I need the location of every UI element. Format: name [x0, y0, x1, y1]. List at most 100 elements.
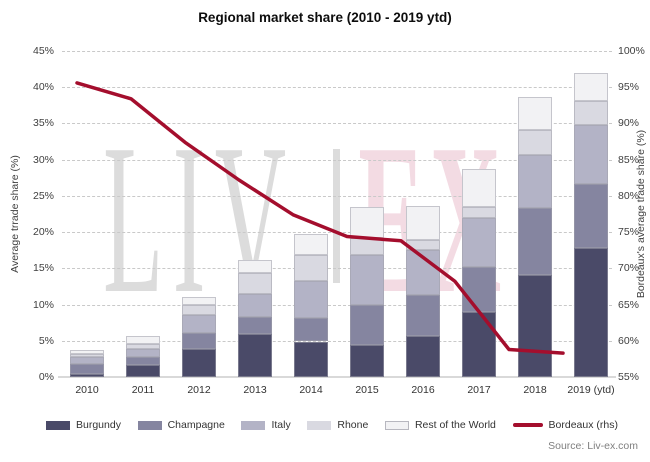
bar-segment-rhone: [406, 240, 440, 251]
legend-label: Bordeaux (rhs): [548, 419, 618, 431]
bar-segment-italy: [70, 357, 104, 364]
legend-swatch: [46, 420, 70, 430]
bar-segment-rest-of-the-world: [462, 169, 496, 207]
gridline: [62, 87, 612, 89]
legend-label: Champagne: [167, 419, 225, 431]
bar-segment-champagne: [574, 183, 608, 249]
bar-segment-italy: [574, 124, 608, 184]
gridline: [62, 51, 612, 52]
bar-segment-rest-of-the-world: [70, 350, 104, 354]
watermark-separator: [333, 149, 340, 283]
legend-label: Burgundy: [76, 419, 121, 431]
bar-segment-champagne: [182, 332, 216, 349]
bar-segment-italy: [518, 154, 552, 209]
bar-segment-italy: [238, 293, 272, 317]
bar-segment-rest-of-the-world: [182, 297, 216, 306]
legend-item-bordeaux: Bordeaux (rhs): [512, 419, 618, 431]
bar-segment-burgundy: [518, 274, 552, 377]
bar-segment-rest-of-the-world: [406, 206, 440, 241]
right-axis-tick-label: 80%: [618, 189, 640, 202]
right-axis-tick-label: 75%: [618, 226, 640, 239]
x-axis-tick-label: 2015: [355, 384, 379, 396]
right-axis-tick-label: 55%: [618, 371, 640, 383]
bar-segment-rhone: [70, 353, 104, 358]
right-axis-tick-label: 85%: [618, 153, 640, 166]
legend-item-rhone: Rhone: [307, 419, 368, 431]
left-axis-tick-label: 30%: [32, 153, 54, 166]
right-axis-title: Bordeaux's average trade share (%): [635, 129, 647, 299]
bar-segment-rhone: [126, 343, 160, 350]
legend-item-champagne: Champagne: [137, 419, 225, 431]
bar-segment-italy: [462, 218, 496, 267]
right-axis-tick-label: 60%: [618, 334, 640, 347]
right-axis-tick-label: 70%: [618, 262, 640, 275]
legend-swatch: [384, 420, 409, 430]
bar-segment-champagne: [294, 318, 328, 342]
bar-segment-italy: [182, 315, 216, 333]
source-note: Source: Liv-ex.com: [548, 440, 638, 452]
right-axis-tick-label: 90%: [618, 117, 640, 130]
legend-label: Rest of the World: [414, 419, 496, 431]
x-axis-tick-label: 2014: [299, 384, 323, 396]
bar-segment-rest-of-the-world: [574, 72, 608, 101]
legend-line-swatch: [512, 423, 543, 427]
x-axis-tick-label: 2012: [187, 384, 211, 396]
bar-segment-rhone: [574, 100, 608, 125]
bar-segment-burgundy: [182, 348, 216, 377]
legend-label: Italy: [271, 419, 291, 431]
legend-item-rest-of-the-world: Rest of the World: [384, 419, 496, 431]
left-axis-title: Average trrade share (%): [9, 155, 21, 273]
right-axis-tick-label: 100%: [618, 45, 645, 57]
x-axis-tick-label: 2016: [411, 384, 435, 396]
x-axis-tick-label: 2018: [523, 384, 547, 396]
bar-segment-burgundy: [70, 374, 104, 377]
legend-item-italy: Italy: [241, 419, 291, 431]
bar-segment-rhone: [518, 129, 552, 155]
bar-segment-rest-of-the-world: [126, 335, 160, 344]
legend: Burgundy Champagne Italy Rhone Rest of the W…: [46, 419, 618, 431]
right-axis-tick-label: 95%: [618, 81, 640, 94]
left-axis-tick-label: 5%: [38, 334, 54, 347]
left-axis-tick-label: 0%: [38, 371, 54, 383]
x-axis-tick-label: 2011: [131, 384, 155, 396]
left-axis-tick-label: 35%: [32, 117, 54, 130]
bar-segment-champagne: [350, 305, 384, 346]
bar-segment-rhone: [182, 305, 216, 316]
chart-title: Regional market share (2010 - 2019 ytd): [198, 10, 452, 25]
bar-segment-burgundy: [574, 248, 608, 377]
bar-segment-rhone: [462, 206, 496, 219]
bar-segment-champagne: [462, 266, 496, 312]
bar-segment-burgundy: [350, 345, 384, 377]
x-axis-line: [58, 376, 616, 378]
x-axis-tick-label: 2019 (ytd): [567, 384, 615, 396]
x-axis-tick-label: 2010: [75, 384, 99, 396]
legend-item-burgundy: Burgundy: [46, 419, 121, 431]
bar-segment-rhone: [238, 273, 272, 294]
bar-segment-champagne: [238, 316, 272, 335]
bar-segment-champagne: [518, 208, 552, 275]
bar-segment-burgundy: [238, 334, 272, 377]
bar-segment-burgundy: [462, 311, 496, 377]
bar-segment-rest-of-the-world: [294, 233, 328, 255]
legend-swatch: [241, 420, 266, 430]
bar-segment-rhone: [350, 237, 384, 256]
legend-swatch: [307, 420, 332, 430]
left-axis-tick-label: 20%: [32, 226, 54, 239]
left-axis-tick-label: 45%: [32, 45, 54, 57]
bar-segment-rest-of-the-world: [350, 207, 384, 238]
bar-segment-champagne: [406, 295, 440, 337]
bar-segment-champagne: [70, 363, 104, 375]
bar-segment-champagne: [126, 357, 160, 365]
bar-segment-rest-of-the-world: [518, 97, 552, 130]
right-axis-tick-label: 65%: [618, 298, 640, 311]
bar-segment-rhone: [294, 254, 328, 282]
bar-segment-italy: [350, 255, 384, 306]
legend-label: Rhone: [337, 419, 369, 431]
left-axis-tick-label: 25%: [32, 189, 54, 202]
left-axis-tick-label: 10%: [32, 298, 54, 311]
x-axis-tick-label: 2013: [243, 384, 267, 396]
bar-segment-burgundy: [406, 336, 440, 377]
bar-segment-italy: [294, 281, 328, 319]
legend-swatch: [137, 420, 162, 430]
